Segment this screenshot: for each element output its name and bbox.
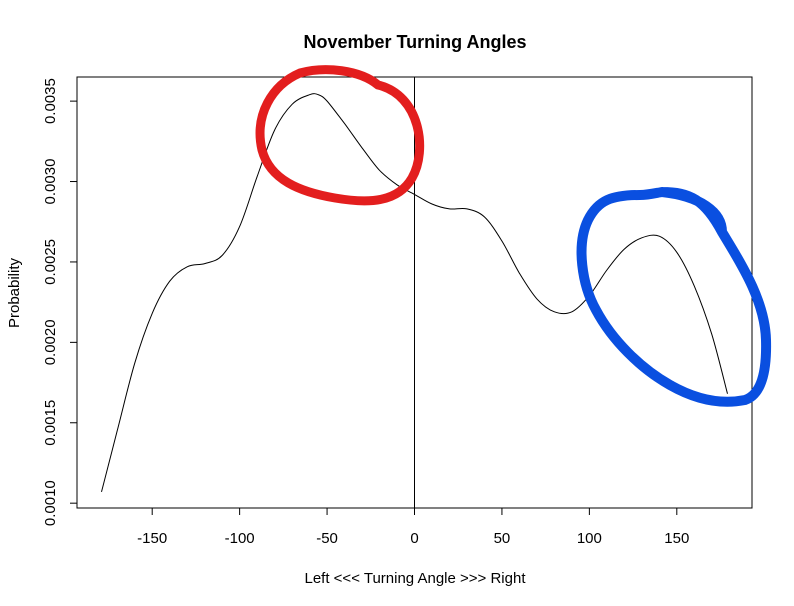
x-axis-label: Left <<< Turning Angle >>> Right bbox=[304, 570, 526, 587]
x-tick-label: -50 bbox=[316, 530, 338, 547]
x-axis: -150 -100 -50 0 50 100 150 bbox=[137, 507, 689, 547]
y-tick-label: 0.0010 bbox=[42, 480, 59, 526]
x-tick-label: 0 bbox=[410, 530, 418, 547]
y-axis-label: Probability bbox=[6, 257, 23, 328]
x-tick-label: 100 bbox=[577, 530, 602, 547]
x-tick-label: -100 bbox=[225, 530, 255, 547]
y-tick-label: 0.0030 bbox=[42, 159, 59, 205]
x-tick-label: 50 bbox=[494, 530, 511, 547]
x-tick-label: 150 bbox=[664, 530, 689, 547]
x-tick-label: -150 bbox=[137, 530, 167, 547]
y-tick-label: 0.0015 bbox=[42, 400, 59, 446]
blue-annotation-circle bbox=[576, 187, 772, 407]
y-axis: 0.0010 0.0015 0.0020 0.0025 0.0030 0.0035 bbox=[42, 78, 78, 526]
y-tick-label: 0.0035 bbox=[42, 78, 59, 124]
y-tick-label: 0.0025 bbox=[42, 239, 59, 285]
y-tick-label: 0.0020 bbox=[42, 319, 59, 365]
red-annotation-circle bbox=[255, 65, 425, 206]
chart-title: November Turning Angles bbox=[303, 32, 526, 52]
